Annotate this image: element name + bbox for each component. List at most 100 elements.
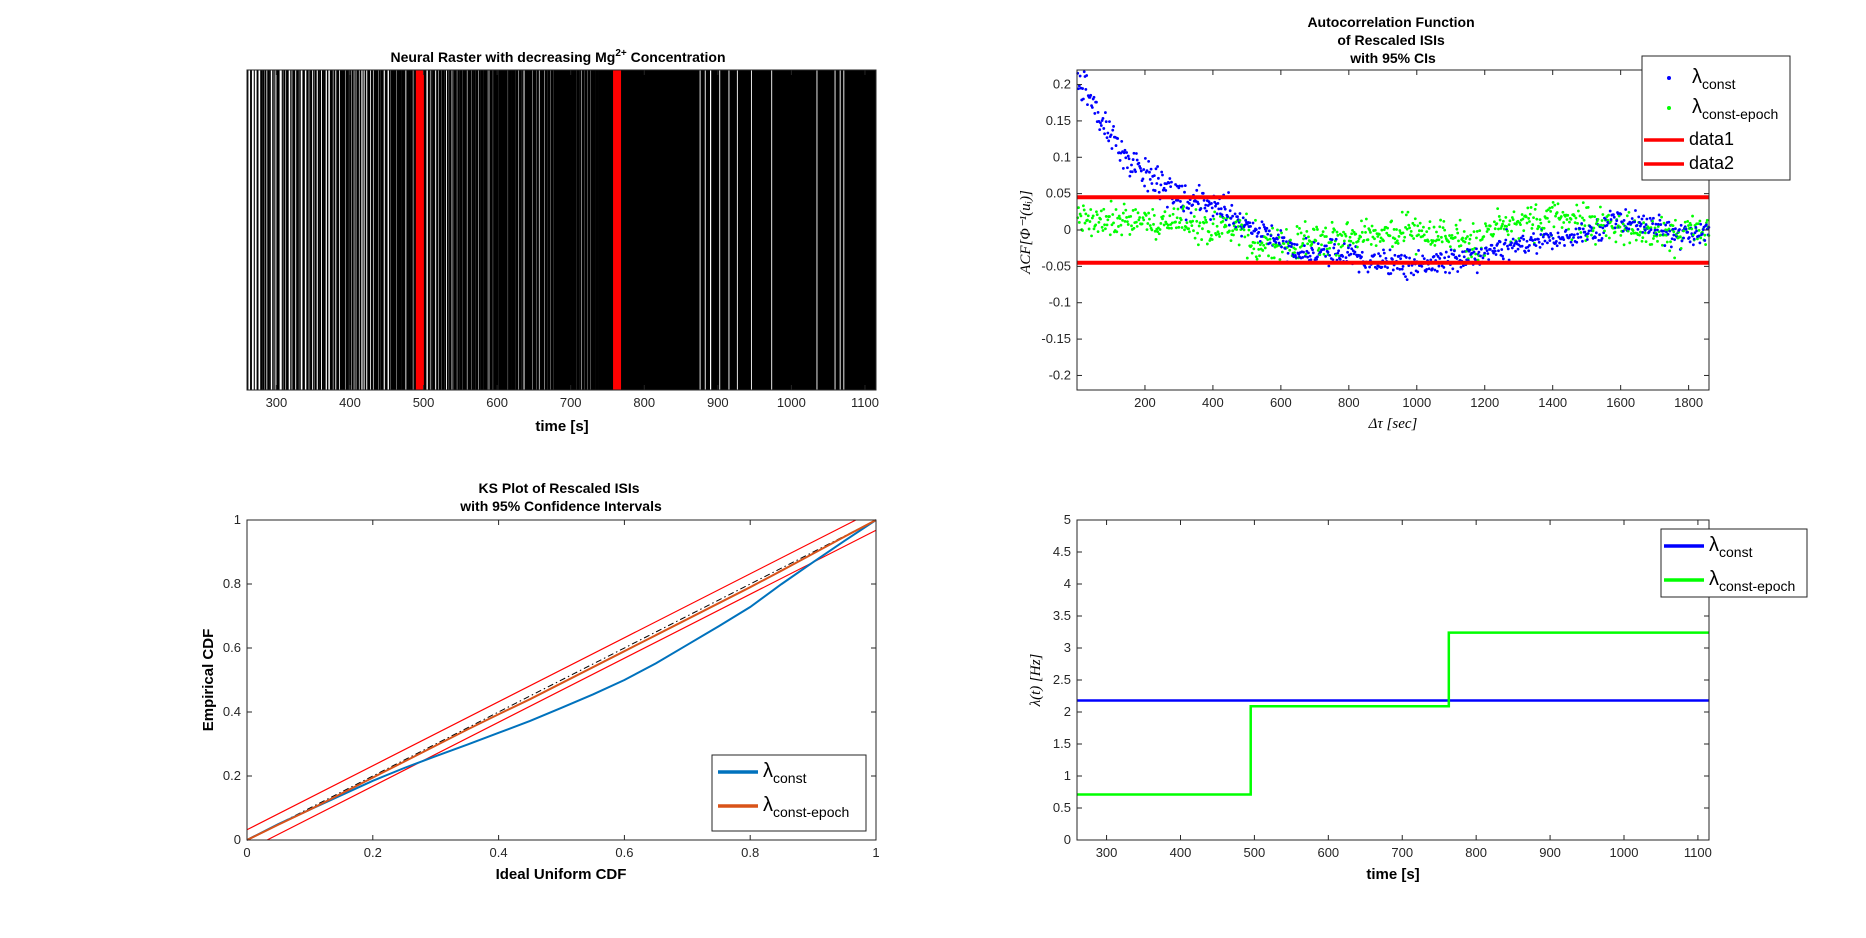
acf-point-const-epoch-455	[1447, 240, 1451, 244]
acf-point-const-epoch-79	[1140, 222, 1144, 226]
acf-point-const-epoch-347	[1359, 235, 1363, 239]
acf-point-const-epoch-694	[1642, 221, 1646, 225]
acf-point-const-epoch-358	[1368, 228, 1372, 232]
acf-point-const-epoch-173	[1217, 232, 1221, 236]
rate-x-tick-label-1: 400	[1170, 845, 1192, 860]
acf-point-const-epoch-675	[1626, 229, 1630, 233]
acf-point-const-289	[1311, 251, 1315, 255]
acf-point-const-721	[1664, 223, 1668, 227]
acf-point-const-171	[1215, 212, 1219, 216]
acf-point-const-epoch-601	[1566, 213, 1570, 217]
acf-point-const-epoch-199	[1238, 218, 1242, 222]
acf-point-const-731	[1672, 233, 1676, 237]
acf-point-const-epoch-168	[1213, 210, 1217, 214]
acf-point-const-epoch-353	[1364, 231, 1367, 234]
raster-x-tick-label-2: 500	[413, 395, 435, 410]
acf-point-const-66	[1130, 163, 1133, 167]
acf-point-const-166	[1211, 214, 1215, 218]
acf-point-const-epoch-580	[1549, 210, 1553, 213]
acf-point-const-573	[1543, 239, 1547, 243]
acf-point-const-358	[1368, 265, 1372, 269]
acf-point-const-epoch-464	[1454, 223, 1458, 227]
acf-point-const-211	[1248, 221, 1252, 225]
acf-y-tick-label-0: -0.2	[1049, 367, 1071, 382]
acf-point-const-epoch-170	[1214, 233, 1218, 237]
acf-point-const-epoch-23	[1095, 210, 1098, 214]
acf-point-const-epoch-716	[1660, 215, 1663, 219]
acf-point-const-518	[1498, 240, 1502, 244]
acf-point-const-epoch-386	[1391, 245, 1394, 248]
ks-legend-box	[711, 754, 867, 832]
acf-point-const-epoch-105	[1161, 214, 1165, 218]
acf-point-const-56	[1121, 166, 1125, 170]
acf-point-const-epoch-336	[1350, 232, 1354, 236]
acf-point-const-30	[1100, 119, 1104, 122]
acf-point-const-444	[1438, 257, 1442, 260]
acf-point-const-epoch-236	[1268, 237, 1272, 241]
acf-point-const-epoch-364	[1373, 237, 1376, 241]
acf-point-const-epoch-166	[1211, 222, 1215, 226]
acf-x-label: Δτ [sec]	[1368, 416, 1418, 432]
acf-point-const-186	[1227, 223, 1231, 227]
acf-point-const-epoch-269	[1295, 225, 1299, 228]
acf-point-const-43	[1111, 128, 1115, 132]
acf-point-const-762	[1697, 234, 1701, 238]
acf-point-const-228	[1262, 223, 1266, 227]
acf-point-const-164	[1210, 202, 1213, 205]
acf-point-const-203	[1241, 216, 1245, 220]
acf-point-const-222	[1257, 230, 1261, 234]
acf-point-const-epoch-707	[1652, 234, 1656, 238]
acf-point-const-110	[1165, 205, 1169, 209]
acf-point-const-701	[1647, 230, 1651, 233]
acf-point-const-654	[1609, 218, 1613, 221]
acf-point-const-278	[1302, 244, 1306, 248]
acf-point-const-epoch-20	[1092, 227, 1096, 231]
acf-point-const-epoch-529	[1507, 223, 1511, 227]
acf-point-const-epoch-178	[1221, 220, 1225, 223]
acf-point-const-697	[1644, 223, 1648, 226]
acf-point-const-155	[1202, 198, 1206, 202]
acf-point-const-71	[1134, 170, 1137, 174]
acf-point-const-epoch-553	[1527, 217, 1531, 220]
acf-point-const-206	[1244, 219, 1248, 222]
acf-point-const-epoch-696	[1643, 231, 1647, 235]
acf-point-const-epoch-764	[1699, 236, 1703, 240]
acf-point-const-52	[1118, 159, 1122, 162]
acf-point-const-epoch-68	[1131, 209, 1135, 212]
acf-point-const-757	[1693, 231, 1697, 235]
acf-point-const-522	[1501, 257, 1505, 261]
acf-point-const-epoch-22	[1094, 223, 1098, 227]
acf-point-const-750	[1687, 236, 1691, 239]
acf-point-const-620	[1581, 227, 1585, 231]
acf-point-const-180	[1223, 205, 1226, 209]
acf-point-const-307	[1326, 250, 1330, 254]
acf-point-const-epoch-127	[1179, 218, 1183, 222]
acf-point-const-epoch-522	[1501, 219, 1505, 223]
acf-point-const-340	[1353, 250, 1357, 254]
acf-point-const-608	[1572, 236, 1575, 239]
rate-plot-area	[1077, 631, 1709, 796]
acf-point-const-489	[1475, 247, 1478, 251]
acf-point-const-758	[1694, 225, 1698, 229]
acf-point-const-106	[1162, 186, 1166, 190]
acf-point-const-99	[1157, 176, 1160, 180]
acf-point-const-767	[1701, 228, 1705, 232]
acf-point-const-epoch-609	[1572, 214, 1576, 218]
acf-point-const-579	[1548, 239, 1552, 242]
acf-x-tick-label-6: 1400	[1538, 395, 1567, 410]
acf-point-const-epoch-466	[1456, 231, 1460, 235]
acf-point-const-259	[1287, 244, 1291, 248]
acf-point-const-epoch-13	[1086, 214, 1090, 218]
acf-point-const-epoch-388	[1392, 228, 1396, 231]
acf-point-const-epoch-331	[1346, 221, 1350, 224]
acf-point-const-epoch-361	[1370, 224, 1374, 228]
acf-point-const-epoch-414	[1413, 217, 1417, 221]
acf-point-const-epoch-643	[1600, 219, 1604, 222]
acf-point-const-epoch-28	[1099, 217, 1102, 221]
acf-point-const-epoch-16	[1089, 208, 1093, 211]
acf-point-const-546	[1521, 234, 1525, 238]
acf-point-const-589	[1556, 231, 1560, 235]
acf-point-const-96	[1154, 167, 1158, 171]
acf-point-const-epoch-727	[1669, 240, 1672, 244]
acf-point-const-epoch-325	[1341, 244, 1345, 247]
